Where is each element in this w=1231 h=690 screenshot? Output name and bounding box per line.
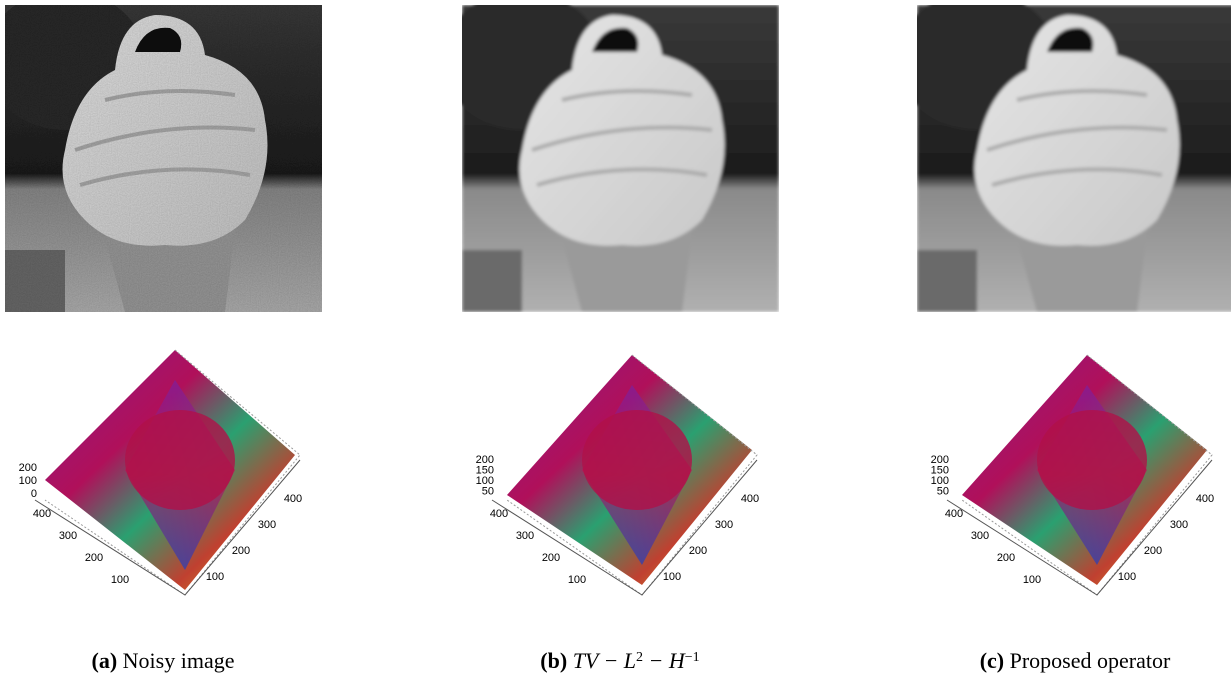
caption: (a) Noisy image	[92, 648, 235, 673]
photo	[442, 0, 779, 312]
right-tick-label: 400	[1196, 493, 1214, 505]
photo	[0, 0, 322, 312]
surface-disc	[1037, 410, 1147, 510]
left-tick-label: 200	[85, 552, 103, 564]
right-tick-label: 100	[1118, 571, 1136, 583]
left-tick-label: 100	[111, 574, 129, 586]
z-tick-label: 0	[31, 488, 37, 500]
z-tick-label: 50	[482, 485, 494, 497]
caption: (c) Proposed operator	[980, 648, 1171, 673]
surface-disc	[125, 410, 235, 510]
caption: (b) TV − L2 − H−1	[540, 648, 699, 673]
wall	[917, 250, 977, 312]
right-tick-label: 200	[232, 545, 250, 557]
figure-canvas: 2001000400300200100400300200100(a) Noisy…	[0, 0, 1231, 690]
left-tick-label: 300	[971, 530, 989, 542]
left-tick-label: 400	[490, 508, 508, 520]
left-tick-label: 200	[542, 552, 560, 564]
right-tick-label: 200	[1144, 545, 1162, 557]
left-tick-label: 400	[33, 508, 51, 520]
caption-superscript: −1	[685, 650, 700, 665]
right-tick-label: 400	[741, 493, 759, 505]
caption-label: (c)	[980, 648, 1004, 673]
right-tick-label: 300	[1170, 519, 1188, 531]
figure: 2001000400300200100400300200100(a) Noisy…	[0, 0, 1231, 690]
right-tick-label: 200	[689, 545, 707, 557]
wall	[5, 250, 65, 312]
left-tick-label: 300	[59, 530, 77, 542]
right-tick-label: 100	[663, 571, 681, 583]
right-tick-label: 300	[258, 519, 276, 531]
left-tick-label: 300	[516, 530, 534, 542]
caption-superscript: 2	[636, 650, 643, 665]
right-tick-label: 100	[206, 571, 224, 583]
left-tick-label: 400	[945, 508, 963, 520]
right-tick-label: 400	[284, 493, 302, 505]
caption-text: Noisy image	[123, 648, 235, 673]
z-tick-label: 100	[19, 475, 37, 487]
z-tick-label: 200	[19, 462, 37, 474]
caption-text: TV − L	[573, 648, 636, 673]
caption-text: − H	[643, 648, 686, 673]
wall	[462, 250, 522, 312]
caption-text: Proposed operator	[1010, 648, 1171, 673]
caption-label: (b)	[540, 648, 567, 673]
caption-label: (a)	[92, 648, 118, 673]
left-tick-label: 100	[568, 574, 586, 586]
surface-disc	[582, 410, 692, 510]
right-tick-label: 300	[715, 519, 733, 531]
photo	[897, 0, 1231, 312]
left-tick-label: 200	[997, 552, 1015, 564]
z-tick-label: 50	[937, 485, 949, 497]
left-tick-label: 100	[1023, 574, 1041, 586]
